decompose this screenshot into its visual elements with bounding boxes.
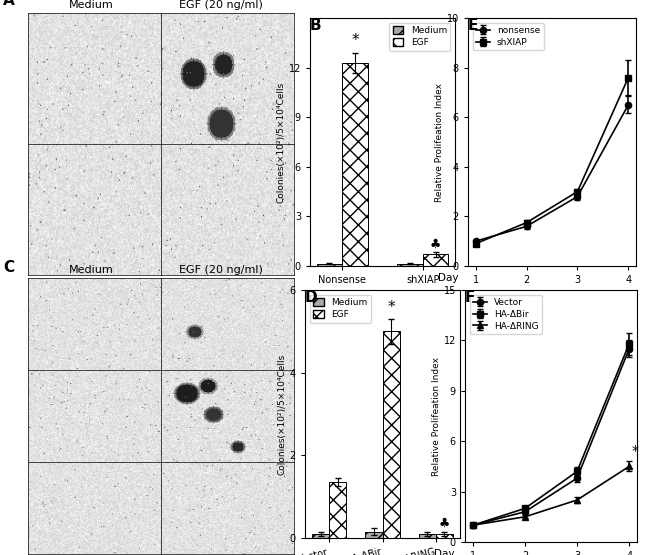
- Text: E: E: [468, 18, 478, 33]
- Text: Medium: Medium: [69, 265, 114, 275]
- Text: ♣: ♣: [430, 238, 441, 250]
- Legend: Medium, EGF: Medium, EGF: [309, 295, 371, 322]
- Legend: Vector, HA-ΔBir, HA-ΔRING: Vector, HA-ΔBir, HA-ΔRING: [469, 295, 542, 334]
- Bar: [343, 63, 368, 266]
- Bar: [312, 534, 329, 538]
- Bar: [329, 482, 346, 538]
- Legend: Medium, EGF: Medium, EGF: [389, 23, 450, 51]
- Y-axis label: Relative Prolifeation Index: Relative Prolifeation Index: [432, 356, 441, 476]
- Text: C: C: [3, 260, 14, 275]
- Text: *: *: [352, 33, 359, 48]
- Legend: nonsense, shXIAP: nonsense, shXIAP: [473, 23, 544, 51]
- Text: Medium: Medium: [69, 1, 114, 11]
- Bar: [382, 331, 400, 538]
- Text: EGF (20 ng/ml): EGF (20 ng/ml): [179, 265, 263, 275]
- Text: *: *: [632, 444, 639, 458]
- Text: F: F: [465, 290, 475, 305]
- Text: ♣: ♣: [439, 517, 450, 529]
- Y-axis label: Colonies(×10²)/5×10⁴Cells: Colonies(×10²)/5×10⁴Cells: [277, 82, 286, 203]
- Bar: [317, 264, 343, 266]
- Text: A: A: [3, 0, 15, 8]
- Bar: [422, 254, 448, 266]
- Bar: [436, 534, 453, 538]
- Text: D: D: [305, 290, 318, 305]
- Text: Day: Day: [434, 549, 454, 555]
- Bar: [419, 534, 436, 538]
- Text: Day: Day: [437, 273, 458, 283]
- Bar: [365, 532, 382, 538]
- Text: EGF (20 ng/ml): EGF (20 ng/ml): [179, 1, 263, 11]
- Text: *: *: [387, 300, 395, 315]
- Y-axis label: Relative Prolifeation Index: Relative Prolifeation Index: [435, 83, 444, 201]
- Y-axis label: Colonies(×10²)/5×10⁴Cells: Colonies(×10²)/5×10⁴Cells: [278, 354, 287, 475]
- Bar: [397, 264, 422, 266]
- Text: B: B: [310, 18, 322, 33]
